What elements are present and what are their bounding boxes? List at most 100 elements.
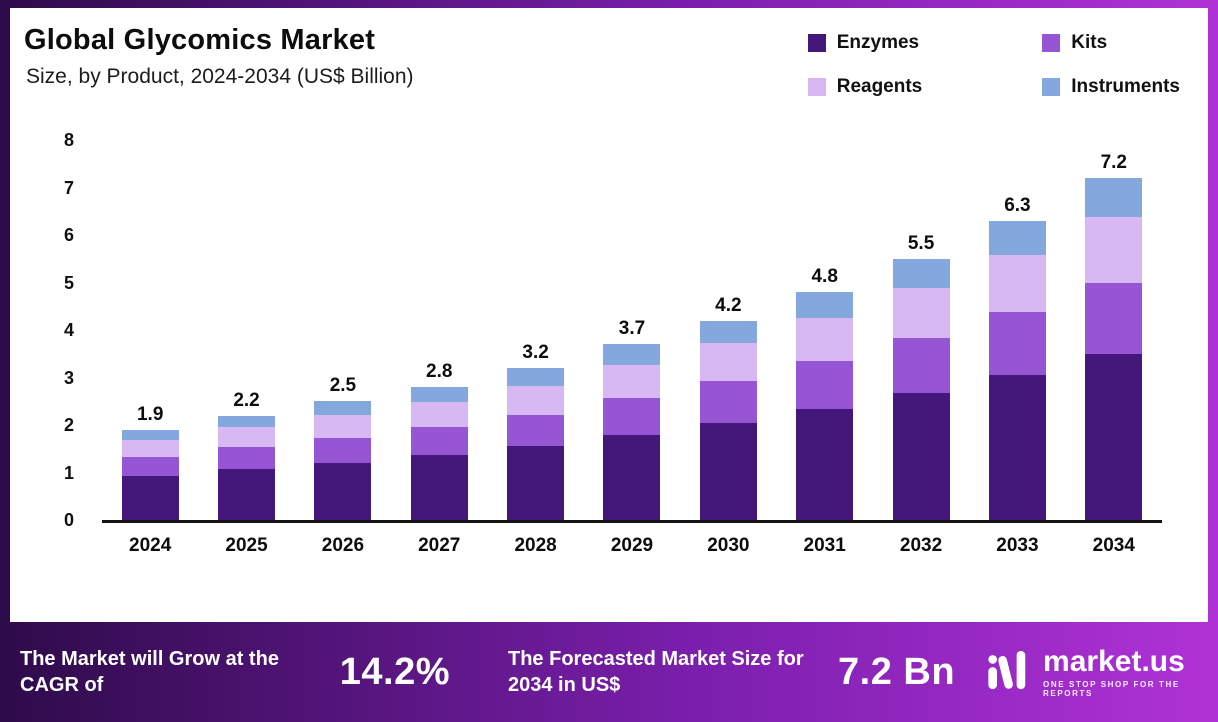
stacked-bar-2026 [314,401,372,520]
stacked-bar-2031 [796,292,854,520]
bar-segment-enzymes-2026 [314,462,372,520]
bar-segment-kits-2034 [1085,282,1143,355]
brand-text: market.us One Stop Shop For The Reports [1043,644,1192,698]
brand-name: market.us [1043,644,1185,678]
stacked-bar-2030 [699,320,757,520]
y-tick-6: 6 [63,225,74,245]
bar-segment-instruments-2029 [603,344,661,365]
legend-label: Enzymes [836,32,920,53]
page-title: Global Glycomics Market [24,24,376,56]
bar-segment-reagents-2027 [410,402,468,428]
bar-total-label-2031: 4.8 [811,266,838,288]
bar-total-label-2024: 1.9 [136,403,164,425]
bar-total-label-2026: 2.5 [329,375,357,397]
chart-header: Global Glycomics Market Size, by Product… [24,24,1186,98]
bar-column-2024: 1.9 [102,140,198,520]
bar-segment-kits-2029 [603,397,661,435]
bar-segment-enzymes-2027 [410,455,468,520]
bar-column-2030: 4.2 [680,140,776,520]
title-block: Global Glycomics Market Size, by Product… [24,24,414,89]
bar-segment-reagents-2028 [507,385,565,415]
bar-column-2032: 5.5 [873,140,969,520]
x-label-2029: 2029 [610,535,654,556]
bar-segment-enzymes-2024 [121,476,179,520]
y-tick-5: 5 [63,272,74,293]
chart-legend: Enzymes Kits Reagents Instruments [807,32,1180,98]
bar-segment-enzymes-2029 [603,434,661,520]
bar-segment-instruments-2025 [218,415,276,428]
bar-total-label-2032: 5.5 [907,232,935,254]
cagr-label: The Market will Grow at the CAGR of [20,648,279,696]
legend-label: Reagents [836,76,923,97]
bar-segment-reagents-2032 [892,288,950,339]
bar-segment-kits-2033 [988,311,1046,375]
x-label-2028: 2028 [514,535,557,556]
bar-column-2028: 3.2 [487,140,583,520]
x-label-2024: 2024 [129,535,172,556]
legend-item-kits: Kits [1042,32,1180,54]
bar-segment-instruments-2027 [410,387,468,403]
marketus-logo-icon [985,647,1031,698]
legend-swatch-reagents [807,78,826,96]
footer-banner: The Market will Grow at the CAGR of 14.2… [0,622,1218,722]
bar-total-label-2029: 3.7 [618,318,646,340]
bar-segment-kits-2028 [507,414,565,447]
bar-segment-reagents-2024 [121,440,179,458]
bar-segment-reagents-2025 [218,427,276,448]
bar-total-label-2027: 2.8 [426,361,453,383]
legend-swatch-instruments [1042,78,1061,96]
bar-segment-enzymes-2032 [892,393,950,520]
legend-item-enzymes: Enzymes [807,32,923,54]
bar-total-label-2025: 2.2 [233,389,260,411]
y-axis: 0 1 2 3 4 5 6 7 8 [24,131,86,529]
bar-segment-enzymes-2031 [796,409,854,520]
stacked-bar-2032 [892,258,950,520]
bar-segment-kits-2030 [699,381,757,424]
forecast-value: 7.2 Bn [838,650,956,693]
bar-column-2029: 3.7 [584,140,680,520]
page-subtitle: Size, by Product, 2024-2034 (US$ Billion… [26,65,414,88]
bar-segment-instruments-2026 [314,401,372,416]
bar-segment-enzymes-2030 [699,423,757,520]
legend-swatch-kits [1042,34,1061,52]
bar-column-2027: 2.8 [391,140,487,520]
y-tick-4: 4 [63,320,74,340]
stacked-bar-2029 [603,344,661,520]
stacked-bar-2024 [121,429,179,520]
bar-segment-kits-2032 [892,338,950,394]
bar-segment-reagents-2029 [603,364,661,398]
x-label-2026: 2026 [321,535,365,556]
bar-total-label-2030: 4.2 [715,294,742,316]
x-label-2030: 2030 [707,535,750,556]
x-axis: 2024 2025 2026 2027 2028 2029 2030 2031 2032 2033… [102,535,1162,565]
cagr-value: 14.2% [339,650,450,693]
bar-column-2033: 6.3 [969,140,1065,520]
stacked-bar-2028 [507,368,565,520]
bar-segment-instruments-2028 [507,368,565,386]
stacked-bar-2027 [410,387,468,520]
bar-segment-reagents-2030 [699,343,757,382]
bar-segment-reagents-2034 [1085,217,1143,283]
stacked-bar-2034 [1085,178,1143,520]
bar-segment-reagents-2031 [796,318,854,362]
bar-segment-kits-2027 [410,427,468,456]
y-tick-0: 0 [63,510,74,530]
bar-segment-kits-2025 [218,447,276,470]
bar-segment-enzymes-2033 [988,374,1046,520]
bar-segment-kits-2024 [121,457,179,477]
bar-segment-instruments-2030 [699,320,757,344]
y-tick-3: 3 [63,367,74,388]
bar-segment-instruments-2034 [1085,178,1143,218]
bar-total-label-2034: 7.2 [1100,152,1127,174]
stacked-bar-2033 [988,220,1046,520]
x-label-2025: 2025 [225,535,268,556]
bar-segment-enzymes-2034 [1085,354,1143,520]
bar-segment-enzymes-2028 [507,446,565,520]
bar-total-label-2028: 3.2 [522,342,549,364]
marketus-logo: market.us One Stop Shop For The Reports [985,644,1192,698]
bar-column-2031: 4.8 [777,140,873,520]
y-tick-2: 2 [63,415,74,435]
legend-swatch-enzymes [807,34,826,52]
bar-segment-instruments-2032 [892,258,950,289]
